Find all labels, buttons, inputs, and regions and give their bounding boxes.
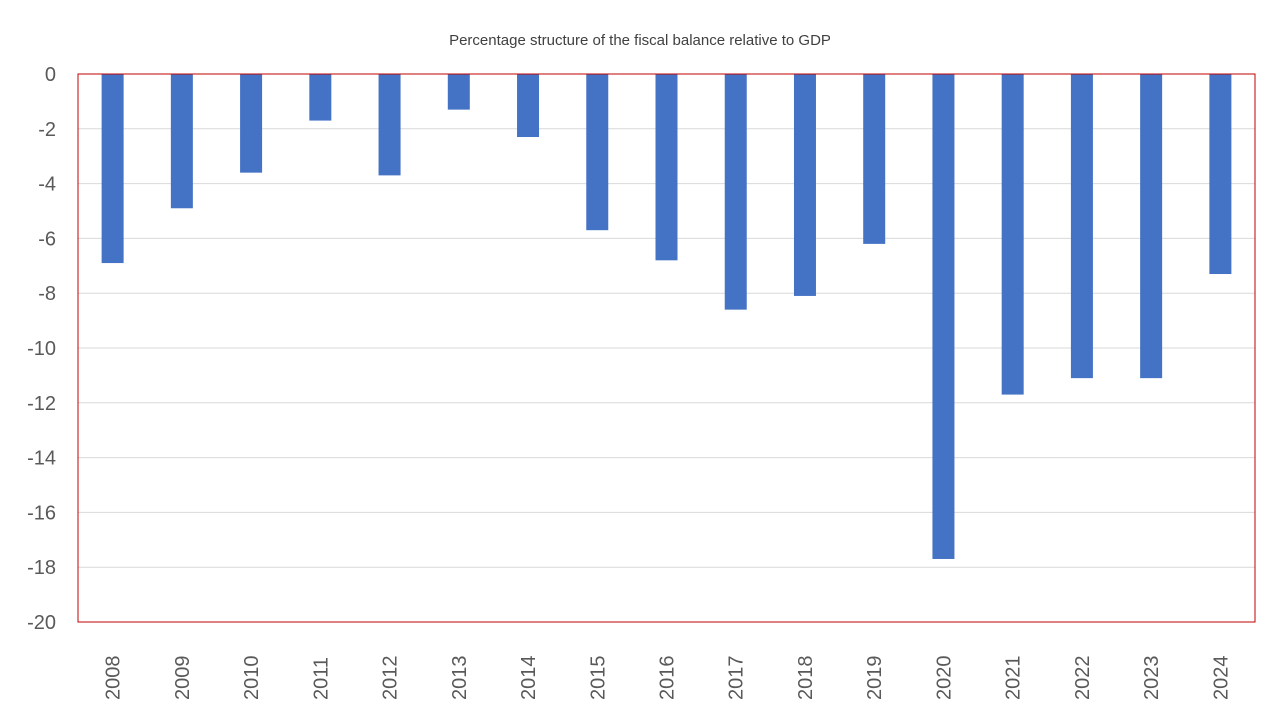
x-tick-label: 2024 — [1210, 656, 1232, 701]
x-tick-label: 2012 — [380, 656, 402, 701]
bar-2013 — [447, 74, 470, 110]
y-tick-label: -18 — [27, 557, 56, 579]
y-tick-label: -20 — [27, 612, 56, 634]
y-tick-label: -8 — [38, 283, 56, 305]
x-tick-label: 2009 — [172, 656, 194, 701]
x-tick-label: 2014 — [518, 656, 540, 701]
x-tick-label: 2020 — [933, 656, 955, 701]
bar-2014 — [517, 74, 540, 138]
bar-2023 — [1140, 74, 1163, 379]
x-tick-label: 2023 — [1141, 656, 1163, 701]
bar-2018 — [793, 74, 816, 296]
bar-2017 — [724, 74, 747, 310]
bar-2008 — [101, 74, 124, 264]
x-tick-label: 2018 — [795, 656, 817, 701]
x-tick-label: 2011 — [310, 657, 332, 700]
x-tick-label: 2008 — [103, 656, 125, 701]
y-tick-label: -16 — [27, 502, 56, 524]
bar-2010 — [240, 74, 263, 173]
bar-2024 — [1209, 74, 1232, 275]
bar-2021 — [1001, 74, 1024, 395]
bar-2022 — [1070, 74, 1093, 379]
bar-2009 — [170, 74, 193, 209]
y-tick-label: -6 — [38, 228, 56, 250]
x-tick-label: 2010 — [241, 656, 263, 701]
bar-2012 — [378, 74, 401, 176]
bar-2011 — [309, 74, 332, 121]
x-tick-label: 2016 — [657, 656, 679, 701]
bar-2019 — [863, 74, 886, 244]
x-tick-label: 2015 — [587, 656, 609, 701]
y-tick-label: -10 — [27, 338, 56, 360]
bar-2015 — [586, 74, 609, 231]
plot-area-border — [77, 73, 1256, 623]
x-tick-label: 2022 — [1072, 656, 1094, 701]
x-tick-label: 2019 — [864, 656, 886, 701]
chart-title: Percentage structure of the fiscal balan… — [449, 32, 831, 49]
y-tick-label: 0 — [45, 64, 56, 86]
bar-2016 — [655, 74, 678, 261]
bar-2020 — [932, 74, 955, 559]
x-tick-label: 2013 — [449, 656, 471, 701]
y-tick-label: -12 — [27, 393, 56, 415]
y-tick-label: -2 — [38, 119, 56, 141]
x-tick-label: 2017 — [726, 656, 748, 701]
y-tick-label: -4 — [38, 174, 56, 196]
y-tick-label: -14 — [27, 448, 56, 470]
x-tick-label: 2021 — [1003, 656, 1025, 701]
